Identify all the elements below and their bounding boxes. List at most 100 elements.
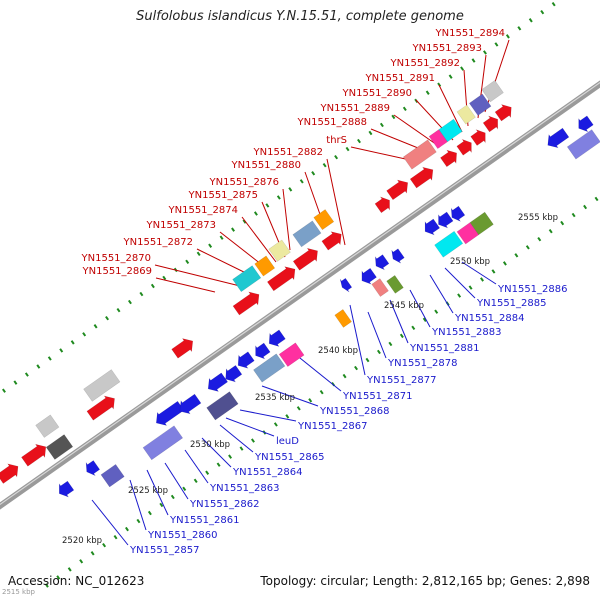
genome-backbone (0, 80, 600, 510)
gene-feature (83, 369, 121, 402)
gene-label: YN1551_2889 (320, 103, 391, 114)
gc-dot (391, 114, 396, 120)
gc-dot (319, 390, 324, 395)
gc-dot (551, 1, 556, 7)
gene-feature (494, 104, 512, 122)
label-connector (326, 158, 346, 246)
map-title: Sulfolobus islandicus Y.N.15.51, complet… (136, 9, 464, 24)
gc-dot (285, 414, 290, 419)
label-connector (367, 311, 387, 359)
gc-dot (239, 446, 244, 451)
gene-feature (386, 275, 404, 294)
gene-label: YN1551_2885 (476, 298, 547, 309)
label-connector (429, 274, 454, 314)
gene-feature (339, 277, 353, 293)
gc-dot (334, 154, 339, 160)
label-connector (241, 216, 277, 263)
gene-label: YN1551_2891 (365, 73, 436, 84)
gc-dot (228, 454, 233, 459)
gene-feature (374, 254, 390, 271)
gc-dot (471, 58, 476, 63)
gene-feature (100, 463, 125, 488)
gene-label: YN1551_2884 (454, 313, 525, 324)
backbone-highlight (0, 81, 600, 506)
gene-feature (547, 127, 570, 149)
gc-dot (491, 269, 496, 274)
gene-feature (21, 443, 47, 467)
gene-label: YN1551_2894 (435, 28, 506, 39)
gc-dot (357, 138, 361, 144)
gc-dot (150, 283, 155, 289)
gene-feature (440, 149, 457, 168)
gc-dot (2, 388, 6, 393)
gene-feature (225, 365, 243, 383)
gene-label: YN1551_2870 (81, 253, 152, 264)
label-connector (155, 277, 216, 293)
gc-dot (480, 277, 484, 282)
label-connector (184, 449, 209, 484)
gene-feature (482, 115, 499, 133)
gc-dot (494, 42, 499, 47)
kbp-tick-label: 2550 kbp (450, 257, 490, 267)
label-connector (164, 462, 189, 500)
gene-feature (578, 115, 594, 133)
gene-feature (334, 309, 352, 328)
gene-label: leuD (276, 436, 299, 447)
gene-feature (456, 222, 480, 245)
label-connector (225, 417, 275, 437)
gc-dot (265, 203, 270, 208)
gc-dot (44, 583, 49, 588)
gc-dot (402, 106, 407, 112)
gc-dot (537, 237, 542, 242)
label-connector (261, 385, 319, 407)
gc-dot (311, 171, 316, 176)
gc-dot (514, 253, 519, 258)
gc-dot (24, 372, 29, 377)
gc-dot (548, 228, 553, 234)
gene-feature (470, 129, 486, 146)
gene-feature (313, 209, 335, 231)
gene-feature (142, 425, 184, 461)
corner-kbp-label: 2515 kbp (2, 588, 35, 596)
gc-dot (505, 34, 510, 39)
label-connector (304, 171, 323, 221)
gc-dot (322, 162, 327, 168)
gene-label: YN1551_2883 (431, 327, 502, 338)
gc-dot (425, 90, 430, 95)
gc-dot (36, 364, 41, 369)
gene-feature (255, 342, 271, 360)
label-connectors (91, 39, 510, 546)
gc-dot (219, 235, 224, 240)
gc-dot (231, 227, 235, 232)
label-connector (282, 188, 291, 251)
genome-stats-text: Topology: circular; Length: 2,812,165 bp… (260, 574, 590, 588)
gc-dot (594, 196, 599, 202)
gc-dot (196, 251, 201, 256)
gene-label: YN1551_2865 (254, 452, 325, 463)
label-connector (484, 39, 510, 113)
label-connector (393, 114, 441, 148)
gene-feature (35, 414, 60, 438)
label-connector (154, 264, 241, 287)
gc-dot (437, 82, 442, 87)
gc-dot (560, 220, 565, 226)
gene-feature (391, 248, 405, 264)
gene-feature (361, 267, 377, 285)
gc-dot (299, 179, 304, 184)
label-connector (239, 409, 297, 422)
gene-label: YN1551_2881 (409, 343, 480, 354)
gc-dot (308, 398, 313, 403)
gene-feature (456, 104, 476, 125)
gc-dot (296, 406, 301, 411)
gene-feature (268, 239, 291, 262)
gene-feature (386, 179, 409, 201)
label-connector (201, 437, 232, 468)
label-connector (350, 146, 411, 161)
kbp-tick-label: 2520 kbp (62, 536, 102, 546)
gene-label: thrS (326, 135, 347, 146)
gc-dot (540, 9, 545, 15)
gene-feature (232, 291, 260, 316)
label-connector (196, 248, 253, 277)
gc-dot (388, 341, 393, 347)
label-connector (349, 304, 366, 376)
